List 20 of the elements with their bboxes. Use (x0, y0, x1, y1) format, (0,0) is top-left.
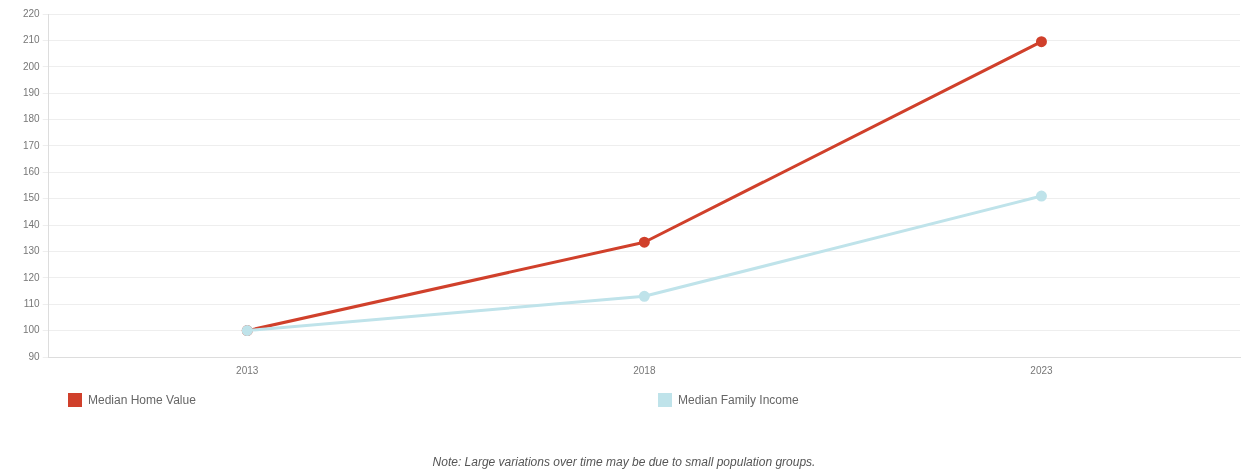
y-tick-label: 120 (23, 271, 41, 283)
y-tick-label: 130 (23, 245, 41, 257)
y-tick-label: 160 (23, 166, 41, 178)
x-tick-label: 2018 (633, 364, 656, 376)
x-tick-label: 2013 (236, 364, 259, 376)
y-tick-label: 90 (28, 350, 41, 362)
y-tick-label: 150 (23, 192, 41, 204)
y-tick-label: 190 (23, 86, 41, 98)
legend-label: Median Family Income (678, 393, 799, 407)
y-tick-label: 140 (23, 218, 41, 230)
legend-label: Median Home Value (88, 393, 196, 407)
y-tick-label: 100 (23, 324, 41, 336)
y-tick-label: 210 (23, 34, 41, 46)
y-tick-label: 200 (23, 60, 41, 72)
y-tick-label: 220 (23, 7, 41, 19)
y-tick-label: 110 (23, 297, 41, 309)
y-tick-label: 180 (23, 113, 41, 125)
text: Note: Large variations over time may be due to small population groups. (431, 455, 817, 469)
y-tick-label: 170 (23, 139, 41, 151)
x-tick-label: 2023 (1030, 364, 1054, 376)
